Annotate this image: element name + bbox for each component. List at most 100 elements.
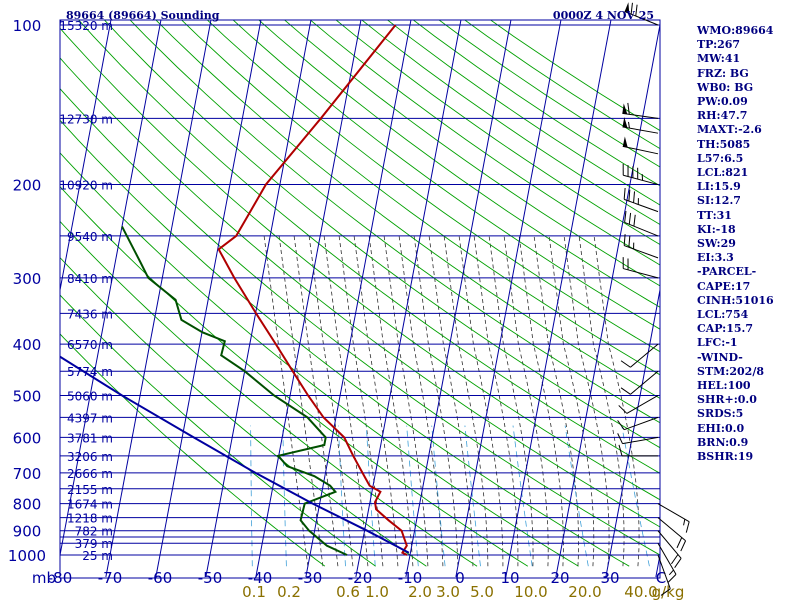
height-label: 7436 m xyxy=(67,307,113,321)
height-label: 12730 m xyxy=(59,112,113,126)
moist-adiabat xyxy=(518,235,564,567)
isotherm-line xyxy=(0,1,15,577)
sounding-index: CINH:51016 xyxy=(697,293,774,307)
wind-barb xyxy=(657,554,671,596)
mixing-ratio-label: 0.1 xyxy=(242,583,266,600)
temperature-tick-label: -70 xyxy=(98,569,123,587)
pressure-tick-label: 400 xyxy=(13,336,42,354)
temperature-tick-label: -30 xyxy=(298,569,323,587)
temperature-tick-label: -60 xyxy=(148,569,173,587)
isotherm-line xyxy=(405,20,512,578)
mixing-ratio-line xyxy=(621,425,650,567)
wind-barb-half-flag xyxy=(628,121,630,129)
wind-barb-flag xyxy=(628,189,631,202)
isotherm-line xyxy=(60,20,62,28)
isotherm-line xyxy=(605,287,660,578)
wind-barb-half-flag xyxy=(683,519,686,526)
moist-adiabat xyxy=(263,235,309,567)
wind-barb-flag xyxy=(660,588,671,596)
moist-adiabat xyxy=(383,235,429,567)
temperature-tick-label: -40 xyxy=(248,569,273,587)
moist-adiabat xyxy=(548,235,595,567)
sounding-index: EHI:0.0 xyxy=(697,421,745,435)
temperature-tick-label: 20 xyxy=(550,569,569,587)
mixing-ratio-label: 3.0 xyxy=(436,583,460,600)
wind-barb xyxy=(620,370,659,395)
pressure-tick-label: 600 xyxy=(13,429,42,447)
wind-barb-flag xyxy=(620,360,631,368)
isotherm-line xyxy=(155,20,262,578)
wind-barb-flag xyxy=(617,433,623,444)
sounding-index: BSHR:19 xyxy=(697,450,754,464)
mixing-ratio-line xyxy=(282,425,287,567)
wind-barb xyxy=(657,530,682,568)
pressure-tick-label: 1000 xyxy=(8,547,46,565)
dry-adiabat xyxy=(60,256,427,567)
mixing-ratio-unit: g/kg xyxy=(652,583,685,600)
wind-barb-flag xyxy=(671,554,679,565)
wind-barb xyxy=(622,163,659,186)
wind-barb-shaft xyxy=(624,198,659,213)
plot-frame xyxy=(59,19,661,579)
mixing-ratio-line xyxy=(338,425,346,567)
mixing-ratio-label: 40.0 xyxy=(624,583,657,600)
wind-barb xyxy=(624,211,659,237)
height-label: 379 m xyxy=(75,537,113,551)
wind-barb xyxy=(622,257,659,279)
mixing-ratio-label: 0.6 xyxy=(336,583,360,600)
sounding-index: SI:12.7 xyxy=(697,194,741,208)
mixing-ratio-label: 10.0 xyxy=(514,583,547,600)
mixing-ratio-label: 1.0 xyxy=(365,583,389,600)
height-label: 4397 m xyxy=(67,411,113,425)
moist-adiabat xyxy=(293,235,339,567)
wind-barb-flag xyxy=(617,420,625,430)
wind-barb-shaft xyxy=(657,503,690,523)
mixing-ratio-label: 0.2 xyxy=(277,583,301,600)
wind-barb xyxy=(618,395,659,414)
pressure-tick-label: 500 xyxy=(13,387,42,405)
mixing-ratio-line xyxy=(431,425,446,567)
temperature-axis-unit: C xyxy=(656,569,666,587)
mixing-ratio-line xyxy=(250,425,253,567)
height-label: 8410 m xyxy=(67,272,113,286)
parcel-path-line xyxy=(60,355,410,554)
pressure-tick-label: 200 xyxy=(13,177,42,195)
temperature-tick-label: -80 xyxy=(48,569,73,587)
wind-barb-flag xyxy=(630,2,633,15)
wind-barb xyxy=(620,343,659,368)
sounding-index: LI:15.9 xyxy=(697,180,741,194)
dry-adiabat xyxy=(78,20,660,474)
wind-barb-shaft xyxy=(622,145,659,155)
wind-barb-pennant xyxy=(622,103,628,115)
wind-barb xyxy=(657,542,677,583)
sounding-index: BRN:0.9 xyxy=(697,435,749,449)
sounding-index: LFC:-1 xyxy=(697,336,738,350)
isotherm-line xyxy=(255,20,362,578)
wind-barb xyxy=(622,136,659,155)
dry-adiabat xyxy=(60,294,376,567)
wind-barb-shaft xyxy=(630,370,659,395)
wind-barb-shaft xyxy=(657,542,677,575)
isotherm-line xyxy=(205,20,312,578)
wind-barb-flag xyxy=(680,540,687,552)
moist-adiabat xyxy=(308,235,354,567)
wind-barb xyxy=(617,433,659,445)
wind-barb-shaft xyxy=(623,174,659,186)
wind-barb-shaft xyxy=(624,245,659,259)
wind-barb-shaft xyxy=(622,112,659,119)
mixing-ratio-label: 5.0 xyxy=(470,583,494,600)
chart-title: 89664 (89664) Sounding xyxy=(66,9,220,22)
wind-barb-flag xyxy=(624,211,627,223)
wind-barb-flag xyxy=(667,574,677,583)
moist-adiabat xyxy=(443,235,489,567)
pressure-unit-label: mb xyxy=(32,569,56,587)
height-label: 3781 m xyxy=(67,431,113,445)
wind-barb-flag xyxy=(627,102,630,115)
moist-adiabat xyxy=(323,235,369,567)
wind-barb xyxy=(657,503,690,533)
wind-barb xyxy=(623,234,659,259)
sounding-index: WMO:89664 xyxy=(697,24,774,37)
sounding-index: TP:267 xyxy=(697,38,741,52)
pressure-tick-label: 700 xyxy=(13,465,42,483)
